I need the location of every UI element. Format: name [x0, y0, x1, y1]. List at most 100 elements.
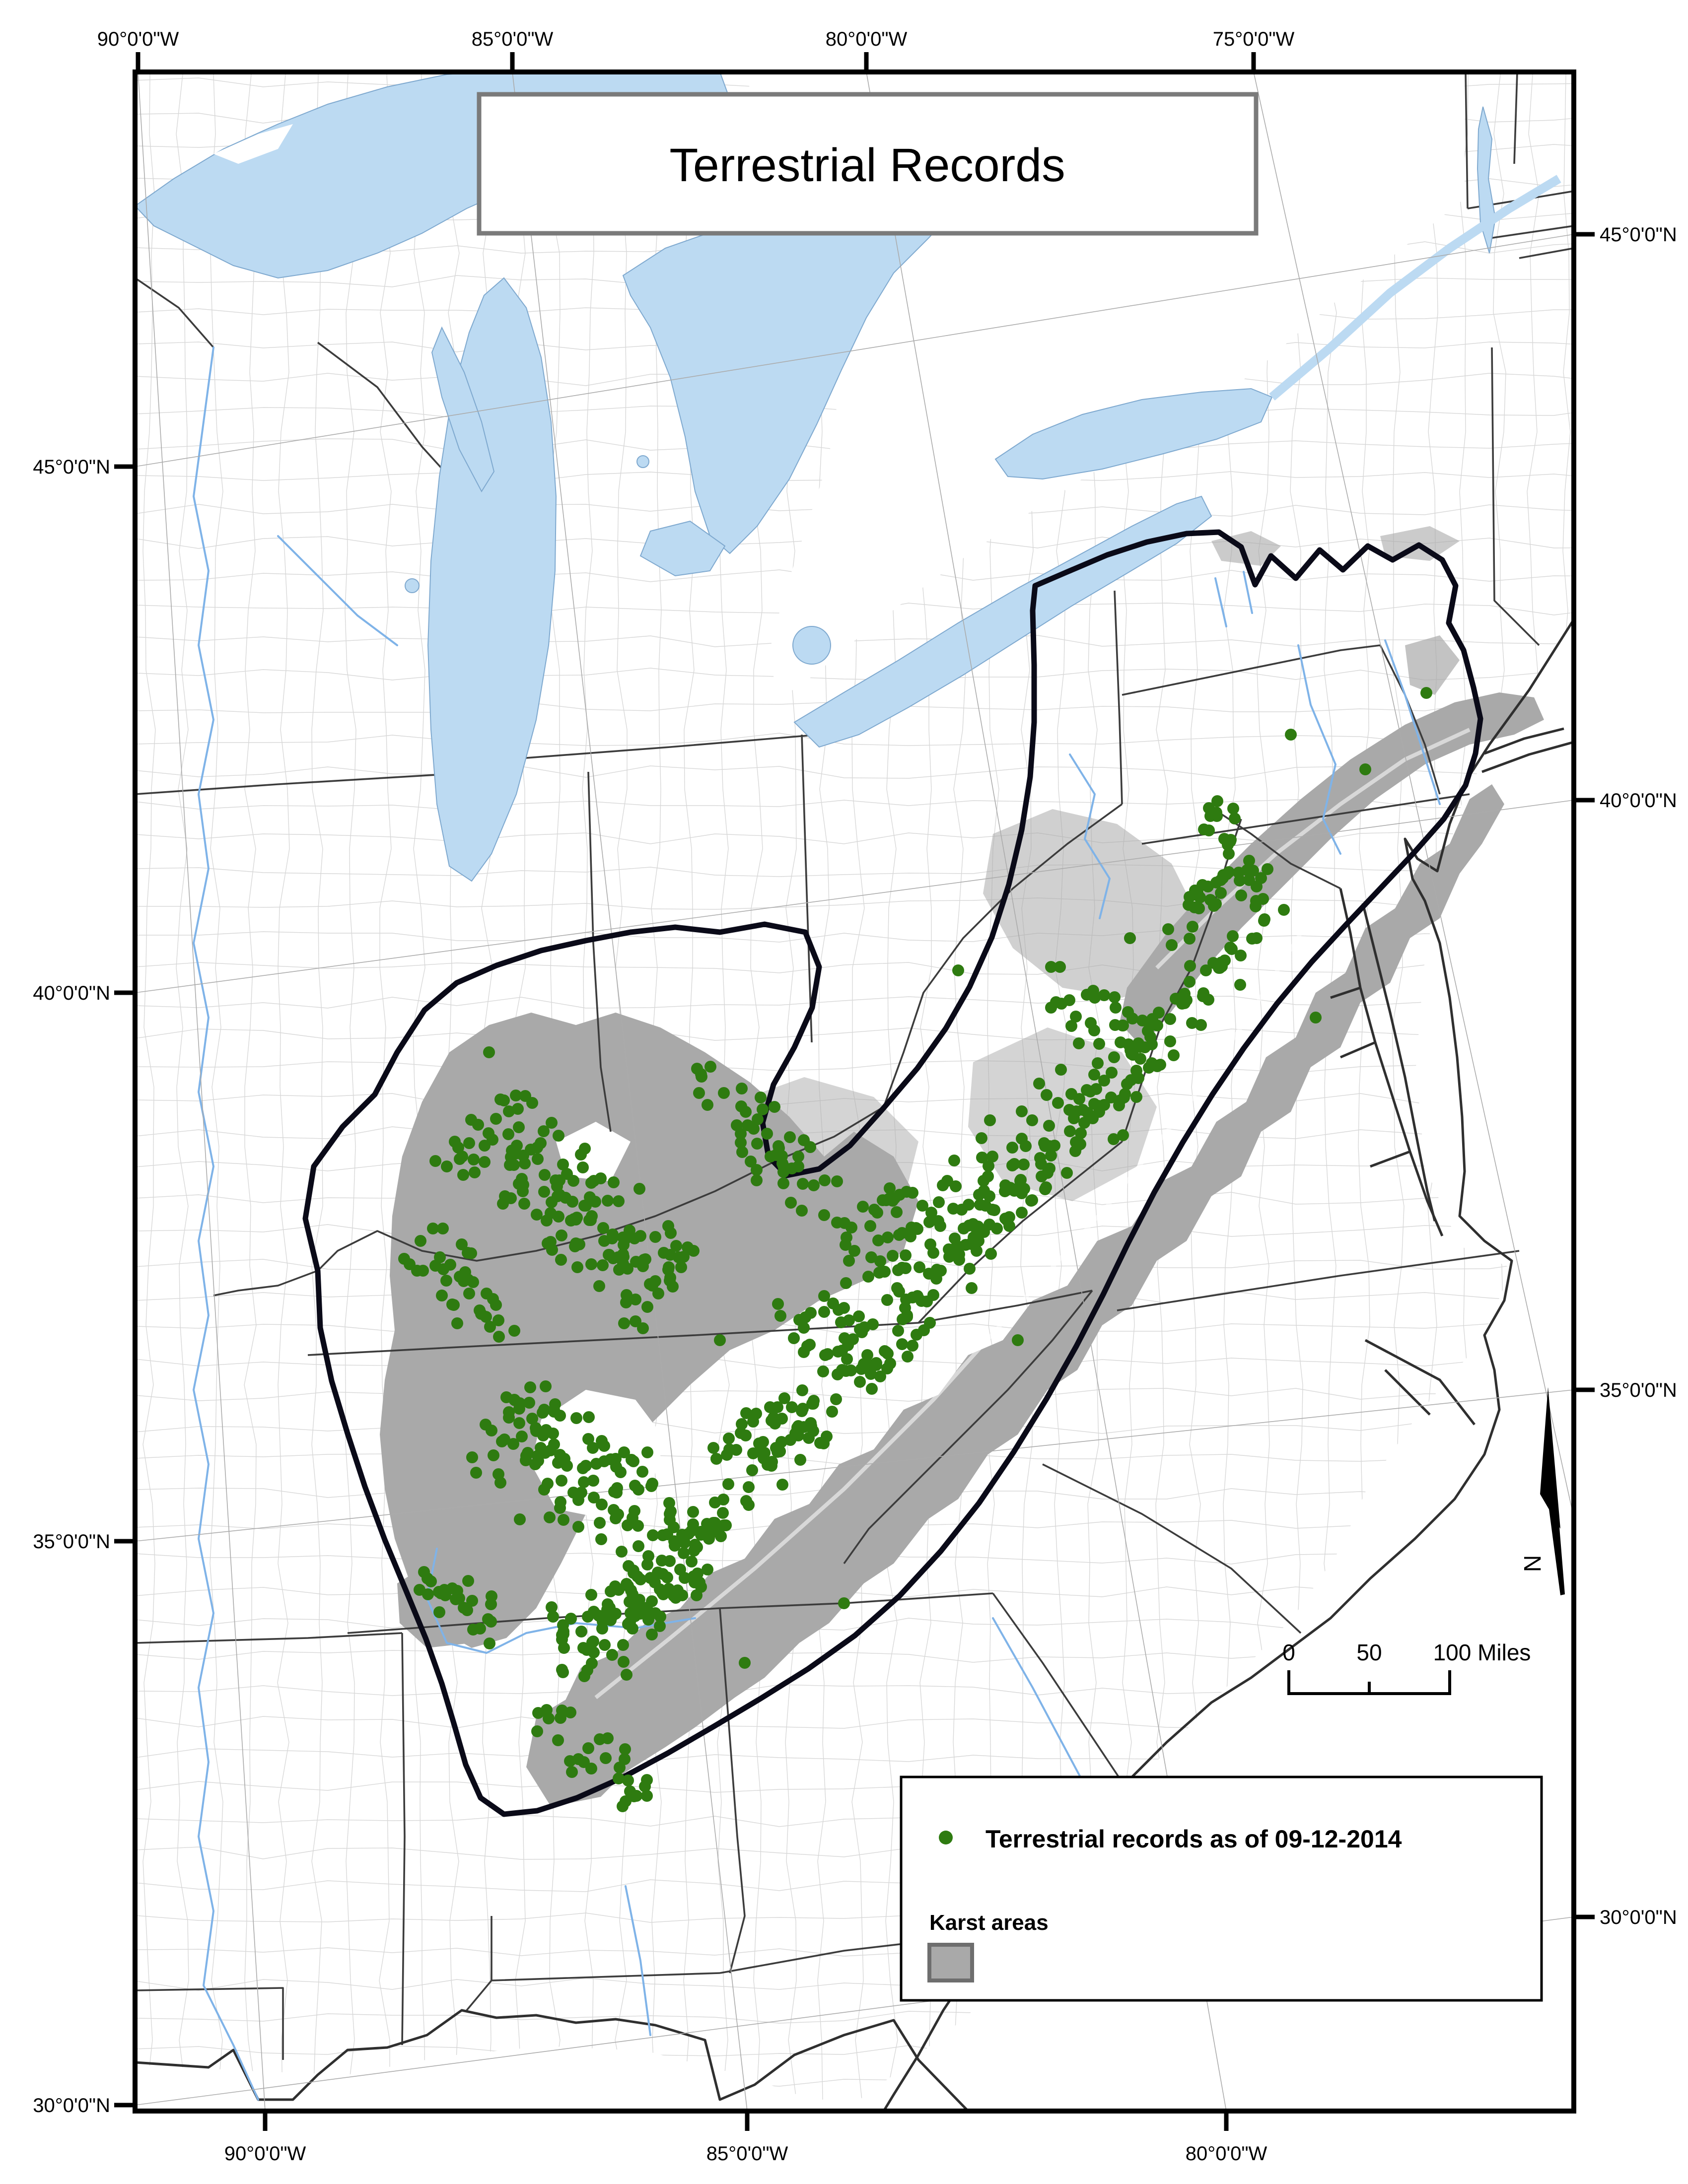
- lake-erie: [793, 495, 1212, 748]
- record-dot: [874, 1255, 886, 1267]
- record-dot: [976, 1132, 987, 1144]
- record-dot: [848, 1245, 860, 1257]
- record-dot: [818, 1437, 830, 1449]
- record-dot: [508, 1325, 520, 1337]
- record-dot: [1144, 1031, 1156, 1043]
- record-dot: [1125, 1048, 1137, 1060]
- record-dot: [575, 1626, 587, 1638]
- record-dot: [440, 1275, 452, 1287]
- record-dot: [558, 1514, 569, 1526]
- record-dot: [907, 1340, 918, 1352]
- record-dot: [587, 1475, 599, 1487]
- record-dot: [448, 1299, 460, 1311]
- record-dot: [761, 1128, 773, 1140]
- record-dot: [458, 1602, 470, 1614]
- record-dot: [1134, 1053, 1146, 1065]
- record-dot: [740, 1407, 752, 1419]
- record-dot: [484, 1638, 495, 1649]
- record-dot: [1088, 1024, 1100, 1036]
- record-dot: [602, 1195, 614, 1207]
- record-dot: [958, 1223, 970, 1234]
- lat-label: 45°0'0"N: [1600, 224, 1677, 246]
- record-dot: [874, 1370, 886, 1382]
- record-dot: [494, 1093, 506, 1105]
- record-dot: [427, 1223, 439, 1234]
- record-dot: [610, 1461, 622, 1473]
- record-dot: [747, 1447, 759, 1459]
- record-dot: [474, 1304, 486, 1316]
- record-dot: [578, 1200, 590, 1212]
- record-dot: [718, 1519, 730, 1531]
- record-dot: [513, 1417, 525, 1429]
- record-dot: [593, 1280, 605, 1292]
- record-dot: [1088, 1069, 1100, 1081]
- record-dot: [1115, 1036, 1126, 1048]
- record-dot: [843, 1255, 855, 1267]
- record-dot: [736, 1418, 748, 1430]
- record-dot: [854, 1376, 866, 1388]
- record-dot: [531, 1725, 543, 1737]
- record-dot: [1105, 1092, 1117, 1103]
- record-dot: [798, 1322, 810, 1334]
- record-dot: [661, 1571, 673, 1583]
- record-dot: [1234, 979, 1246, 991]
- record-dot: [558, 1642, 570, 1654]
- record-dot: [594, 1517, 606, 1529]
- lake-ontario: [994, 388, 1273, 480]
- record-dot: [588, 1492, 600, 1503]
- record-dot: [1184, 960, 1196, 972]
- record-dot: [714, 1334, 726, 1346]
- record-dot: [639, 1253, 651, 1265]
- record-dot: [676, 1589, 688, 1601]
- record-dot: [766, 1415, 777, 1427]
- record-dot: [695, 1068, 707, 1080]
- legend-record-dot: [939, 1831, 953, 1844]
- record-dot: [1052, 1097, 1064, 1109]
- record-dot: [599, 1639, 611, 1651]
- record-dot: [718, 1087, 730, 1099]
- record-dot: [468, 1154, 480, 1165]
- record-dot: [537, 1430, 549, 1441]
- record-dot: [458, 1275, 470, 1287]
- legend-records-label: Terrestrial records as of 09-12-2014: [985, 1825, 1402, 1853]
- record-dot: [600, 1752, 612, 1764]
- record-dot: [796, 1405, 808, 1417]
- record-dot: [1255, 872, 1267, 884]
- record-dot: [564, 1706, 576, 1718]
- record-dot: [1117, 1020, 1128, 1031]
- record-dot: [796, 1384, 808, 1396]
- record-dot: [973, 1189, 985, 1201]
- record-dot: [1098, 989, 1110, 1001]
- record-dot: [865, 1251, 877, 1263]
- record-dot: [618, 1317, 630, 1329]
- record-dot: [587, 1442, 599, 1454]
- record-dot: [663, 1583, 675, 1595]
- record-dot: [436, 1290, 448, 1301]
- record-dot: [524, 1381, 536, 1393]
- record-dot: [486, 1425, 497, 1436]
- record-dot: [736, 1083, 748, 1094]
- record-dot: [451, 1317, 463, 1329]
- record-dot: [882, 1231, 894, 1243]
- record-dot: [585, 1258, 597, 1270]
- record-dot: [484, 1321, 496, 1333]
- record-dot: [1146, 1057, 1158, 1069]
- record-dot: [668, 1521, 680, 1533]
- record-dot: [953, 1254, 965, 1266]
- record-dot: [911, 1329, 922, 1341]
- green-bay: [431, 326, 495, 493]
- record-dot: [1110, 1002, 1122, 1014]
- record-dot: [1108, 1051, 1120, 1063]
- record-dot: [546, 1601, 558, 1613]
- record-dot: [1243, 874, 1255, 886]
- scale-label-0: 0: [1282, 1639, 1295, 1665]
- record-dot: [538, 1186, 550, 1198]
- record-dot: [514, 1397, 526, 1409]
- record-dot: [618, 1446, 630, 1458]
- great-lakes: [135, 72, 1561, 882]
- record-dot: [1285, 729, 1297, 741]
- record-dot: [1075, 1127, 1087, 1139]
- record-dot: [632, 1520, 644, 1532]
- record-dot: [1227, 930, 1239, 942]
- record-dot: [585, 1177, 597, 1189]
